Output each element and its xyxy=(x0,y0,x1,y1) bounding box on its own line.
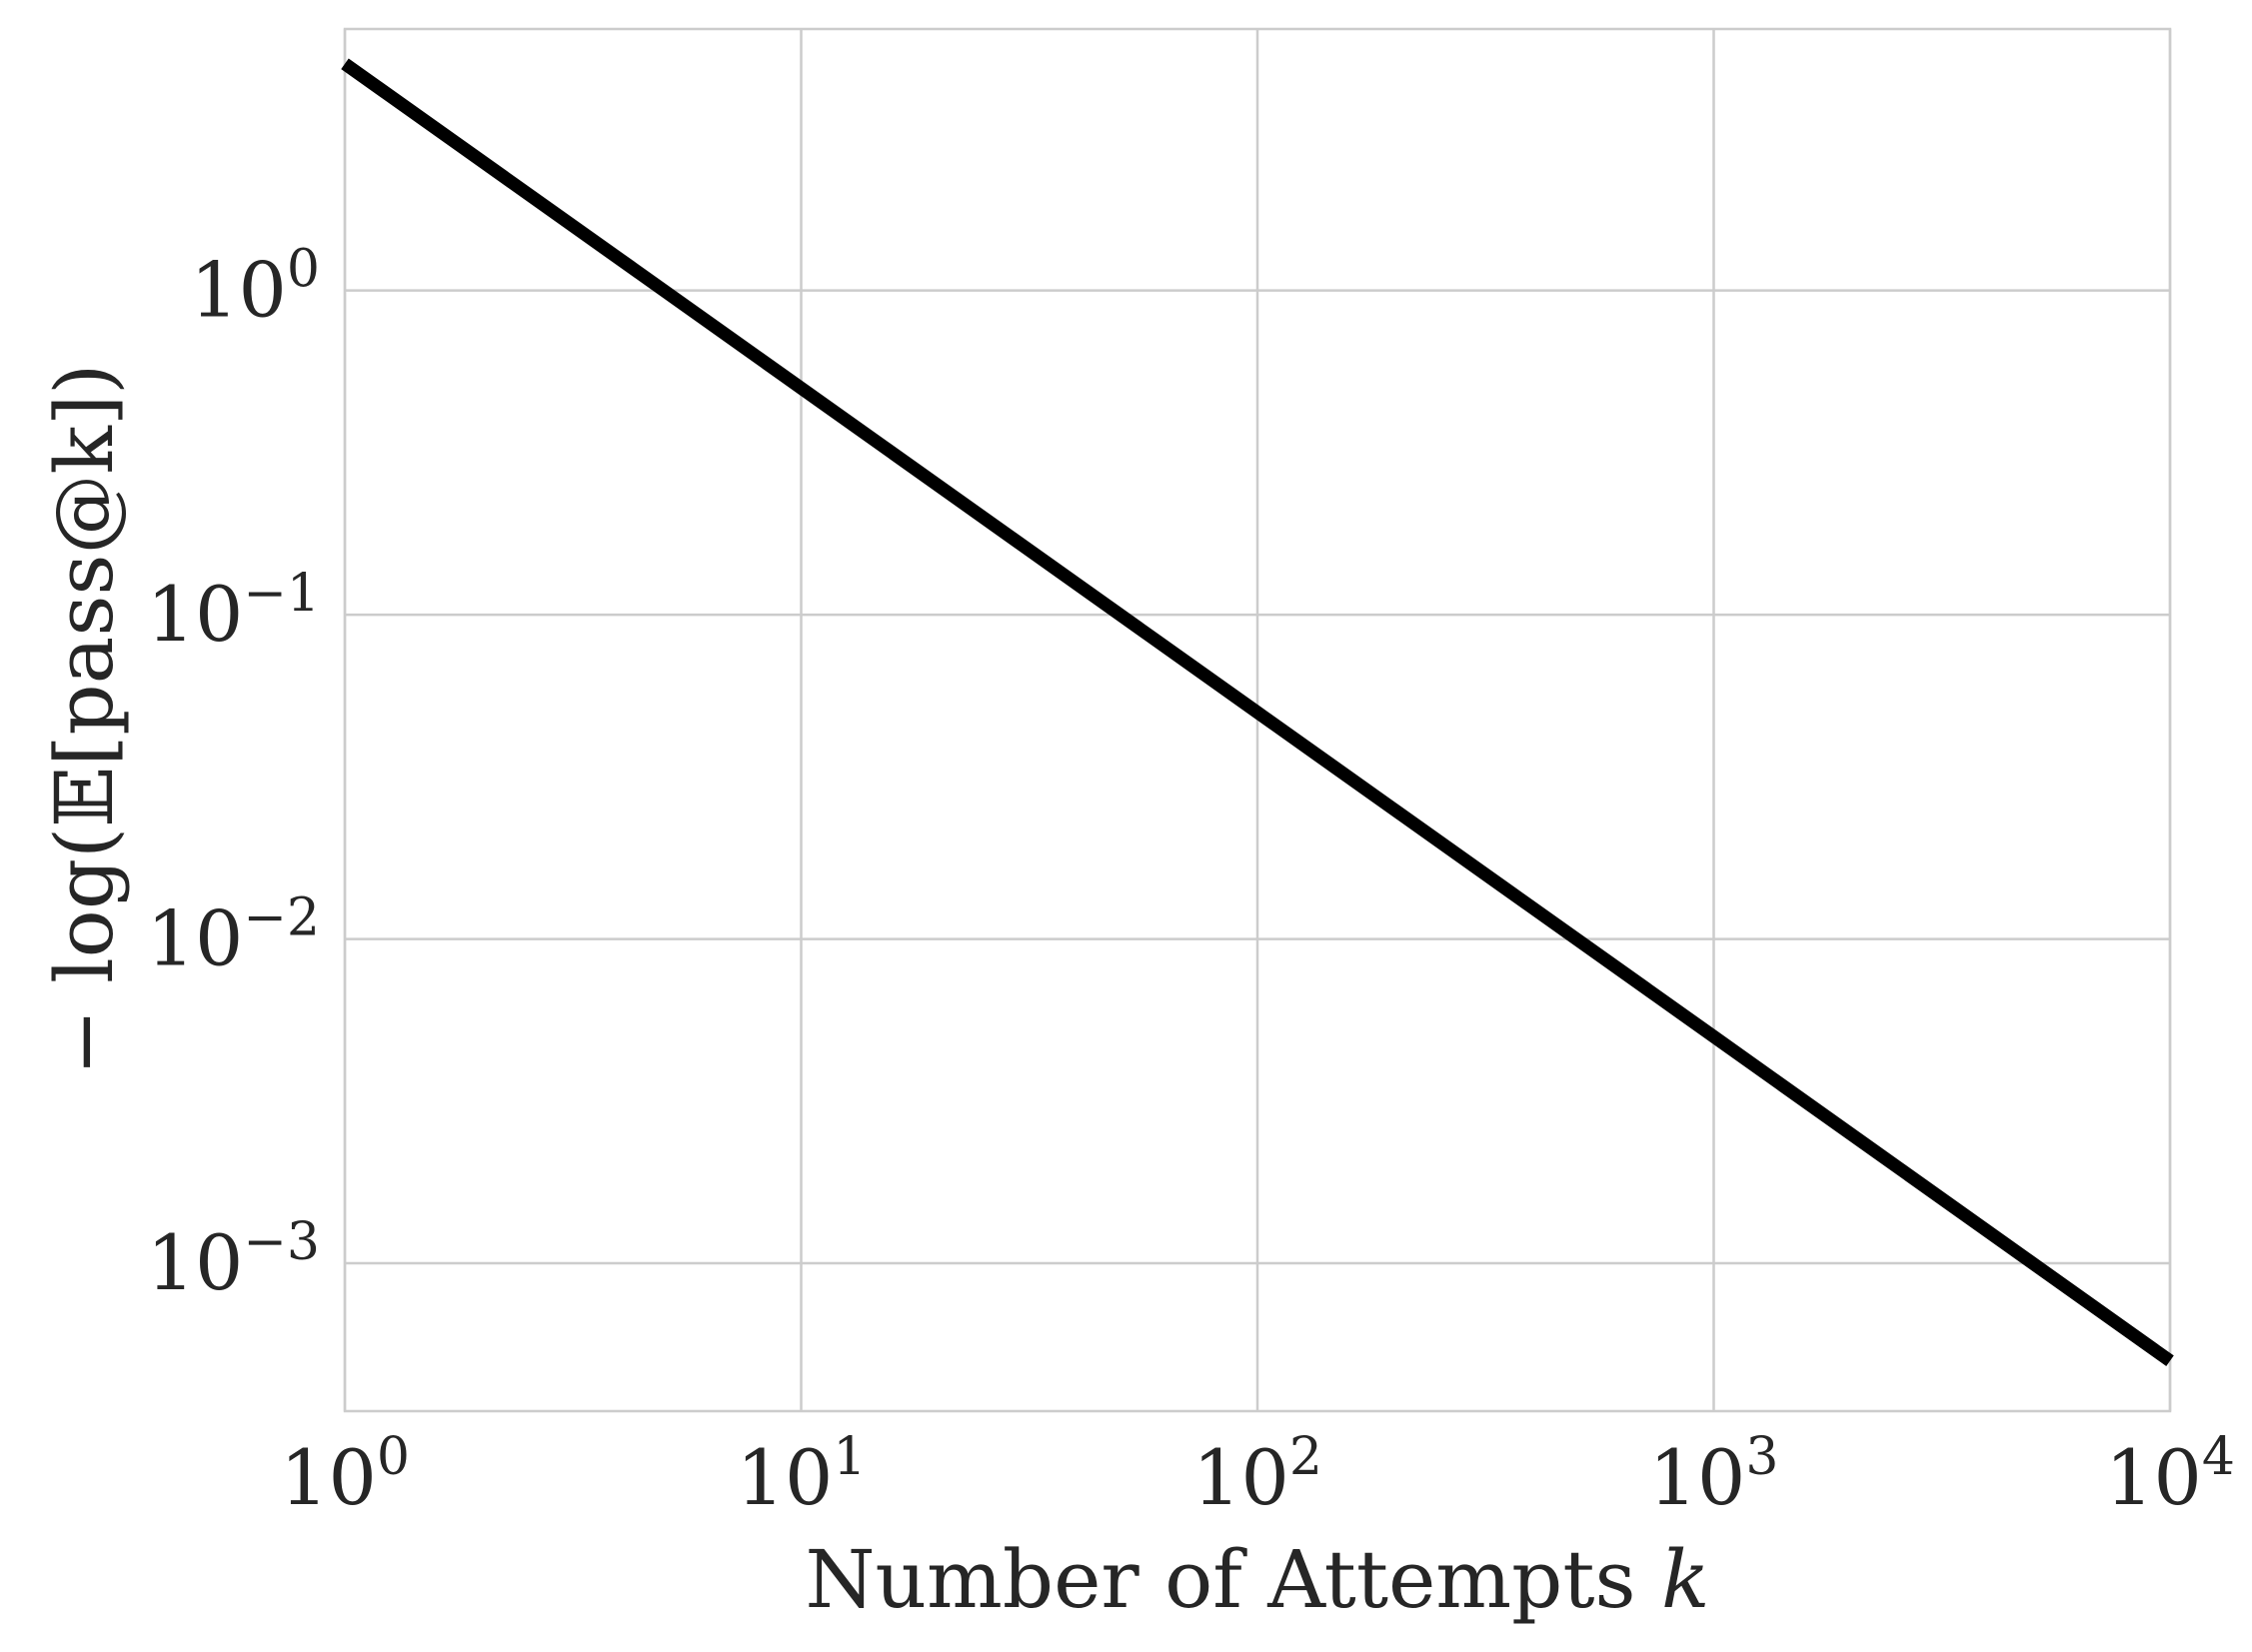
x-tick-label: 100 xyxy=(280,1427,410,1522)
y-tick-label: 10−1 xyxy=(147,564,320,659)
x-tick-base: 10 xyxy=(737,1433,834,1522)
x-axis-label-text: Number of Attempts xyxy=(805,1533,1635,1626)
y-tick-base: 10 xyxy=(147,570,244,659)
x-tick-exponent: 2 xyxy=(1289,1427,1322,1487)
y-tick-label: 100 xyxy=(190,240,320,335)
x-tick-labels: 100 101 102 103 104 xyxy=(280,1427,2235,1522)
x-tick-label: 103 xyxy=(1649,1427,1779,1522)
x-tick-exponent: 4 xyxy=(2202,1427,2235,1487)
y-tick-base: 10 xyxy=(147,1218,244,1307)
y-tick-exponent: −3 xyxy=(243,1212,320,1272)
y-tick-base: 10 xyxy=(190,246,287,335)
x-tick-exponent: 0 xyxy=(377,1427,410,1487)
x-tick-base: 10 xyxy=(1192,1433,1289,1522)
x-tick-exponent: 3 xyxy=(1745,1427,1778,1487)
x-tick-base: 10 xyxy=(2105,1433,2202,1522)
y-tick-exponent: −2 xyxy=(243,888,320,948)
x-axis-label-var: k xyxy=(1661,1533,1709,1626)
x-tick-label: 101 xyxy=(737,1427,867,1522)
y-tick-label: 10−3 xyxy=(147,1212,320,1307)
x-tick-label: 104 xyxy=(2105,1427,2235,1522)
x-axis-label: Number of Attempts k xyxy=(805,1533,1709,1626)
plot-frame xyxy=(343,27,2172,1413)
x-tick-base: 10 xyxy=(1649,1433,1746,1522)
y-tick-exponent: 0 xyxy=(287,240,320,300)
y-axis-label: − log(𝔼[pass@k]) xyxy=(38,364,131,1076)
x-tick-exponent: 1 xyxy=(833,1427,866,1487)
y-tick-label: 10−2 xyxy=(147,888,320,983)
series-layer xyxy=(341,58,2174,1366)
y-tick-exponent: −1 xyxy=(243,564,320,624)
y-tick-base: 10 xyxy=(147,894,244,983)
x-tick-base: 10 xyxy=(280,1433,377,1522)
series-line xyxy=(341,58,2174,1366)
x-tick-label: 102 xyxy=(1192,1427,1322,1522)
